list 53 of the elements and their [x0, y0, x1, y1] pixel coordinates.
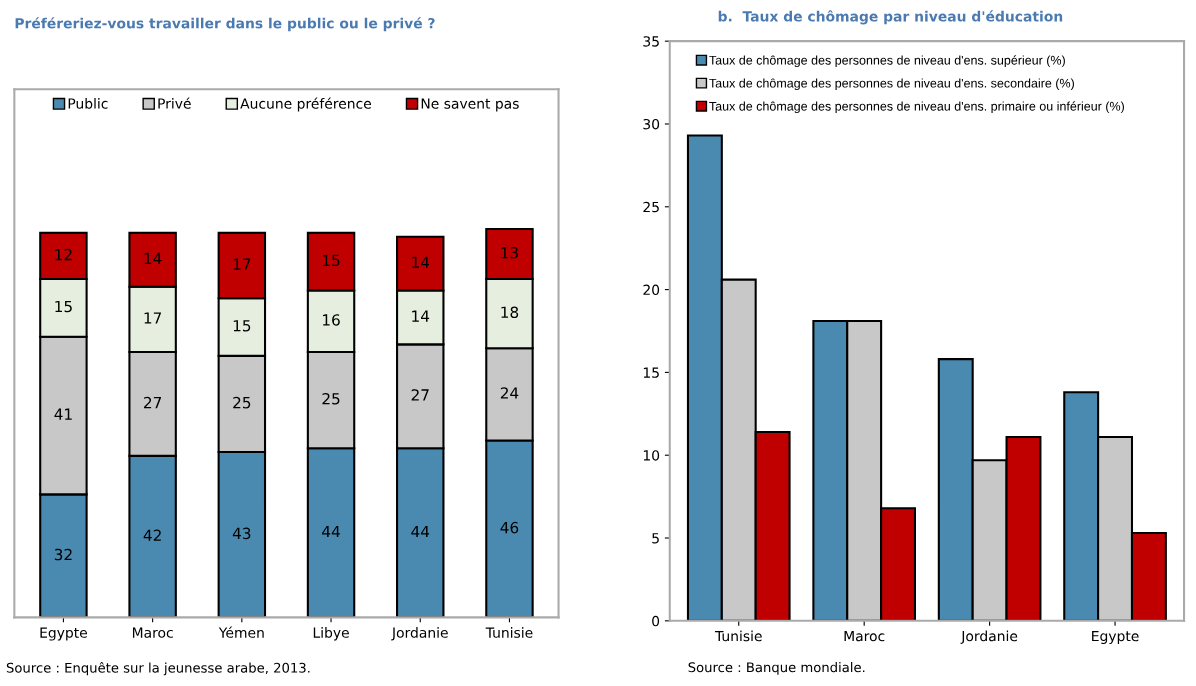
- legend-label: Aucune préférence: [240, 97, 372, 112]
- legend-label: Taux de chômage des personnes de niveau d'ens. supérieur (%): [709, 55, 1065, 68]
- data-label: 44: [322, 525, 340, 538]
- x-tick-label: Maroc: [844, 630, 885, 642]
- x-tick-label: Jordanie: [391, 627, 448, 641]
- data-label: 15: [233, 320, 251, 332]
- data-label: 25: [322, 393, 340, 405]
- source-note: Source : Enquête sur la jeunesse arabe, 2013.: [6, 661, 310, 676]
- legend-label: Ne savent pas: [421, 98, 519, 112]
- legend-label: Taux de chômage des personnes de niveau d'ens. primaire ou inférieur (%): [709, 101, 1124, 114]
- data-label: 15: [55, 300, 72, 313]
- data-label: 15: [323, 254, 340, 267]
- data-label: 14: [144, 252, 162, 264]
- legend-label: Privé: [158, 97, 191, 109]
- chart-title: b. Taux de chômage par niveau d'éducation: [718, 10, 1063, 25]
- y-tick-label: 25: [643, 201, 659, 213]
- y-tick-label: 30: [643, 118, 660, 130]
- x-tick-label: Tunisie: [714, 630, 762, 642]
- y-tick-label: 0: [652, 615, 660, 627]
- x-tick-label: Jordanie: [960, 630, 1018, 644]
- source-note: Source : Banque mondiale.: [688, 661, 865, 675]
- x-tick-label: Tunisie: [485, 627, 533, 638]
- data-label: 27: [411, 389, 429, 401]
- data-label: 44: [411, 525, 430, 538]
- legend-label: Public: [68, 98, 108, 109]
- data-label: 14: [412, 310, 430, 322]
- data-label: 46: [500, 521, 519, 534]
- data-label: 16: [323, 314, 340, 326]
- data-label: 18: [501, 306, 519, 319]
- data-label: 24: [500, 387, 519, 399]
- data-label: 13: [501, 246, 518, 259]
- y-tick-label: 15: [643, 367, 659, 378]
- x-tick-label: Yémen: [218, 626, 264, 638]
- y-tick-label: 10: [643, 450, 660, 461]
- chart-title: Préféreriez-vous travailler dans le public ou le privé ?: [15, 17, 435, 32]
- data-label: 25: [233, 396, 251, 409]
- x-tick-label: Libye: [313, 627, 349, 641]
- y-tick-label: 5: [652, 533, 659, 544]
- x-tick-label: Egypte: [40, 627, 87, 641]
- data-label: 42: [143, 529, 161, 541]
- data-label: 43: [232, 527, 251, 540]
- data-label: 41: [54, 408, 72, 420]
- x-tick-label: Egypte: [1092, 630, 1139, 644]
- data-label: 32: [54, 548, 72, 561]
- data-label: 17: [233, 258, 251, 270]
- y-tick-label: 20: [643, 284, 660, 296]
- data-label: 12: [55, 248, 72, 261]
- data-label: 17: [144, 312, 162, 324]
- legend-label: Taux de chômage des personnes de niveau d'ens. secondaire (%): [709, 78, 1074, 91]
- x-tick-label: Maroc: [132, 627, 173, 638]
- data-label: 14: [412, 256, 430, 268]
- y-tick-label: 35: [643, 36, 659, 47]
- data-label: 27: [144, 396, 162, 409]
